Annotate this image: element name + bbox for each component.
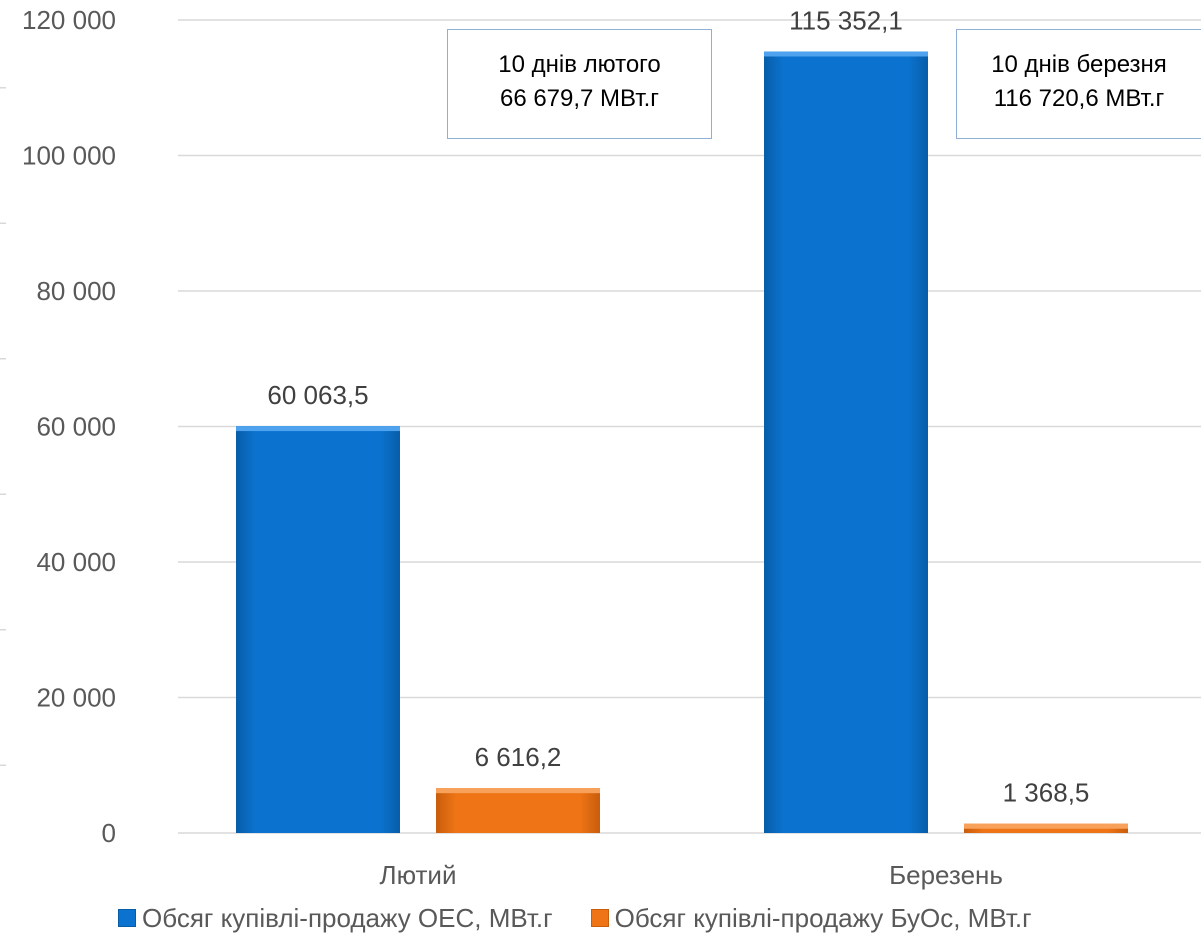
data-labels: 60 063,5 6 616,2 115 352,1 1 368,5 <box>267 5 1089 807</box>
data-label: 6 616,2 <box>475 742 562 772</box>
legend-swatch-blue <box>118 909 136 927</box>
x-axis: Лютий Березень <box>380 860 1003 890</box>
x-tick-label: Лютий <box>380 860 457 890</box>
y-tick-label: 40 000 <box>36 547 116 577</box>
y-axis: 0 20 000 40 000 60 000 80 000 100 000 120 000 <box>0 5 116 848</box>
legend-item-oes: Обсяг купівлі-продажу ОЕС, МВт.г <box>118 903 553 934</box>
legend-item-buos: Обсяг купівлі-продажу БуОс, МВт.г <box>590 902 1032 934</box>
annotation-march: 10 днів березня 116 720,6 МВт.г <box>956 29 1201 139</box>
legend-label-oes: Обсяг купівлі-продажу ОЕС, МВт.г <box>142 902 553 933</box>
bars <box>236 51 1128 834</box>
y-tick-label: 60 000 <box>36 412 116 442</box>
legend-swatch-orange <box>590 909 609 927</box>
y-tick-label: 0 <box>102 818 116 848</box>
annotation-february-line1: 10 днів лютого <box>498 51 661 78</box>
bar <box>436 788 600 833</box>
bar-top-bevel <box>964 823 1128 829</box>
bar <box>764 51 928 834</box>
y-tick-label: 20 000 <box>36 683 116 713</box>
x-tick-label: Березень <box>889 860 1003 890</box>
legend-label-buos: Обсяг купівлі-продажу БуОс, МВт.г <box>614 902 1032 933</box>
annotation-march-line2: 116 720,6 МВт.г <box>993 85 1165 112</box>
annotation-february: 10 днів лютого 66 679,7 МВт.г <box>447 29 712 139</box>
data-label: 1 368,5 <box>1003 778 1090 808</box>
y-tick-label: 80 000 <box>36 276 116 306</box>
bar-top-bevel <box>436 788 600 794</box>
y-tick-label: 120 000 <box>22 5 116 35</box>
annotation-february-line2: 66 679,7 МВт.г <box>499 85 660 112</box>
data-label: 115 352,1 <box>789 5 903 35</box>
y-tick-label: 100 000 <box>22 141 116 171</box>
bar-top-bevel <box>236 426 400 432</box>
annotation-march-line1: 10 днів березня <box>991 51 1167 78</box>
legend: Обсяг купівлі-продажу ОЕС, МВт.г Обсяг к… <box>118 900 1070 936</box>
bar <box>236 426 400 833</box>
data-label: 60 063,5 <box>267 380 368 410</box>
bar-top-bevel <box>764 51 928 57</box>
